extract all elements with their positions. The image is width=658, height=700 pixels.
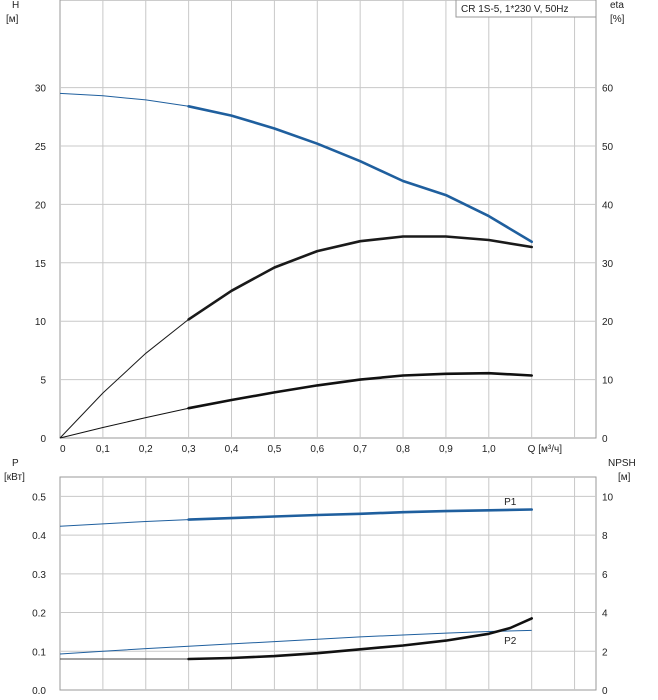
power-axis-unit: [кВт] [4, 472, 25, 483]
head-series-2-duty-range [187, 371, 534, 410]
x-tick-0: 0 [60, 444, 66, 455]
x-tick-0-5: 0,5 [267, 444, 281, 455]
head-series-group [59, 92, 534, 439]
power-y2-tick-6: 6 [602, 570, 608, 581]
npsh-axis-label: NPSH [608, 458, 636, 469]
head-y-tick-25: 25 [35, 142, 47, 153]
x-tick-0-4: 0,4 [225, 444, 239, 455]
power-series-group: P1 P2 [59, 497, 534, 661]
head-y2-tick-0: 0 [602, 434, 608, 445]
power-y2-tick-10: 10 [602, 492, 614, 503]
head-y2-tick-50: 50 [602, 142, 614, 153]
x-tick-0-7: 0,7 [353, 444, 367, 455]
x-tick-1-0: 1,0 [482, 444, 496, 455]
power-y-tick-0-5: 0.5 [32, 492, 46, 503]
head-y2-tick-60: 60 [602, 84, 614, 95]
power-npsh-panel: P1 P2 0.0 0.1 0.2 0.3 0.4 0.5 0 2 4 6 8 10 P [кВт] N… [4, 458, 636, 697]
power-plot-frame [59, 476, 597, 691]
x-tick-0-2: 0,2 [139, 444, 153, 455]
head-efficiency-panel: 0 5 10 15 20 25 30 0 10 20 30 40 50 60 0 0,1 0,2 0,3 0,4 0,… [6, 0, 625, 455]
head-grid [60, 0, 596, 438]
head-y2-tick-40: 40 [602, 200, 614, 211]
x-tick-0-1: 0,1 [96, 444, 110, 455]
x-axis-label: Q [м³/ч] [528, 444, 563, 455]
head-axis-label: H [12, 0, 19, 11]
power-axis-label: P [12, 458, 19, 469]
power-y2-tick-8: 8 [602, 531, 608, 542]
power-y2-tick-0: 0 [602, 686, 608, 697]
power-y-tick-0-4: 0.4 [32, 531, 46, 542]
eta-axis-unit: [%] [610, 14, 625, 25]
x-tick-0-8: 0,8 [396, 444, 410, 455]
head-tick-labels: 0 5 10 15 20 25 30 0 10 20 30 40 50 60 0 0,1 0,2 0,3 0,4 0,… [35, 84, 614, 455]
head-series-1-duty-range [187, 235, 534, 321]
head-series-0-duty-range [187, 105, 534, 244]
series-p2-line [59, 629, 532, 655]
head-y-tick-15: 15 [35, 259, 47, 270]
head-y2-tick-30: 30 [602, 259, 614, 270]
power-y-tick-0-0: 0.0 [32, 686, 46, 697]
npsh-axis-unit: [м] [618, 472, 631, 483]
head-plot-frame [59, 0, 597, 439]
chart-title: CR 1S-5, 1*230 V, 50Hz [461, 4, 568, 15]
head-y-tick-10: 10 [35, 317, 47, 328]
head-y2-tick-20: 20 [602, 317, 614, 328]
x-tick-0-9: 0,9 [439, 444, 453, 455]
head-y-tick-0: 0 [40, 434, 46, 445]
x-tick-0-3: 0,3 [182, 444, 196, 455]
power-y-tick-0-2: 0.2 [32, 609, 46, 620]
series-p1-label: P1 [504, 497, 517, 508]
power-y-tick-0-3: 0.3 [32, 570, 46, 581]
series-p1-duty-range [187, 508, 534, 521]
chart-title-box [455, 0, 597, 18]
power-y2-tick-4: 4 [602, 609, 608, 620]
power-y2-tick-2: 2 [602, 647, 608, 658]
head-axis-unit: [м] [6, 14, 19, 25]
power-series-3-duty-range [187, 617, 534, 661]
head-y-tick-30: 30 [35, 84, 47, 95]
power-tick-labels: 0.0 0.1 0.2 0.3 0.4 0.5 0 2 4 6 8 10 [32, 492, 613, 697]
series-p2-label: P2 [504, 636, 517, 647]
power-y-tick-0-1: 0.1 [32, 647, 46, 658]
head-y-tick-5: 5 [40, 376, 46, 387]
head-y-tick-20: 20 [35, 200, 47, 211]
eta-axis-label: eta [610, 0, 624, 11]
x-tick-0-6: 0,6 [310, 444, 324, 455]
head-y2-tick-10: 10 [602, 376, 614, 387]
